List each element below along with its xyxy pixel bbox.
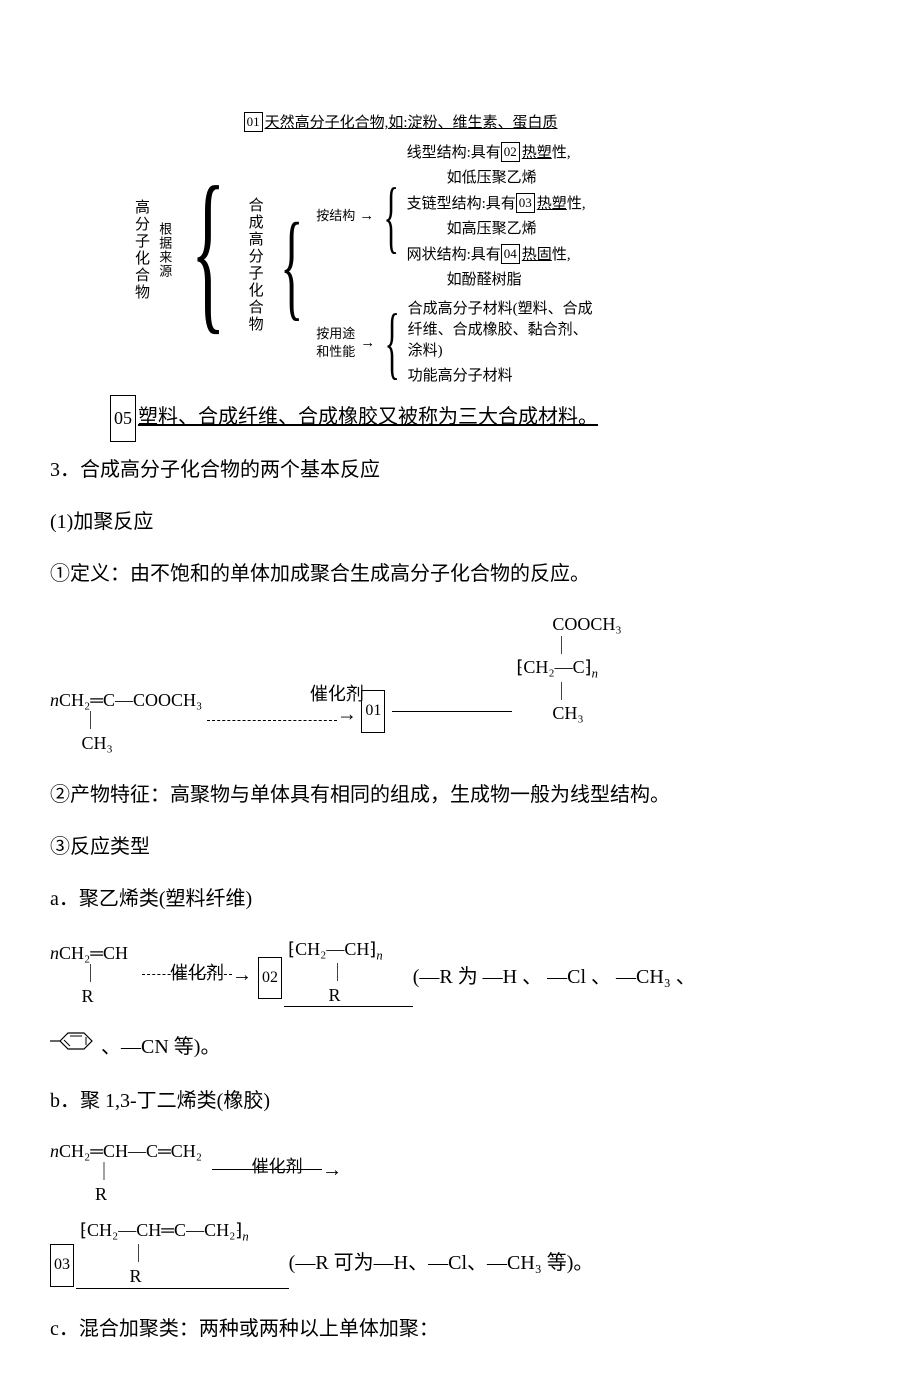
diag-by-struct-label: 按结构 <box>314 207 357 225</box>
reaction-b: nCH₂═CH—C═CH₂ ｜ R 催化剂 → 03 ⁅CH₂—CH═C—CH₂… <box>50 1141 870 1289</box>
diag-struct-2: 支链型结构:具有03热塑性, <box>407 193 586 215</box>
diag-struct-3-sub: 如酚醛树脂 <box>407 270 586 291</box>
type-a-cont: 、—CN 等)。 <box>50 1023 870 1072</box>
sec1-feat: ②产物特征：高聚物与单体具有相同的组成，生成物一般为线型结构。 <box>50 771 870 819</box>
blank-01 <box>392 711 512 712</box>
diag-by-use-label: 按用途和性能 <box>314 325 358 361</box>
reaction-a: nCH₂═CH ｜ R 催化剂 → 02 ⁅CH₂—CH⁆n ｜ R (—R 为… <box>50 939 870 1008</box>
classification-diagram: 高分子化合物 根据来源 { 01天然高分子化合物,如:淀粉、维生素、蛋白质 合成… <box>130 110 870 389</box>
sec1-types: ③反应类型 <box>50 823 870 871</box>
diag-struct-1-sub: 如低压聚乙烯 <box>407 168 586 189</box>
type-b-tail: (—R 可为—H、—Cl、—CH₃ 等)。 <box>289 1239 594 1289</box>
reaction-1: nnCH₂═C—COOCH₃CH₂═C—COOCH₃ ｜ CH₃ 催化剂 → 0… <box>50 614 870 755</box>
diag-struct-1: 线型结构:具有02热塑性, <box>407 142 586 164</box>
diag-use-2: 功能高分子材料 <box>408 366 598 387</box>
arrow-right-icon: → <box>360 333 375 354</box>
diag-root-label: 高分子化合物 <box>130 199 155 301</box>
diag-struct-2-sub: 如高压聚乙烯 <box>407 219 586 240</box>
heading-3: 3．合成高分子化合物的两个基本反应 <box>50 446 870 494</box>
sec1-def: ①定义：由不饱和的单体加成聚合生成高分子化合物的反应。 <box>50 550 870 598</box>
line-05: 05塑料、合成纤维、合成橡胶又被称为三大合成材料。 <box>110 393 870 442</box>
type-a: a．聚乙烯类(塑料纤维) <box>50 875 870 923</box>
arrow-right-icon: → <box>359 206 374 227</box>
diag-synth-label: 合成高分子化合物 <box>244 197 269 333</box>
diag-struct-3: 网状结构:具有04热固性, <box>407 244 586 266</box>
diag-natural-line: 01天然高分子化合物,如:淀粉、维生素、蛋白质 <box>244 112 745 134</box>
type-c: c．混合加聚类：两种或两种以上单体加聚： <box>50 1305 870 1353</box>
diag-branch-label: 根据来源 <box>155 222 173 278</box>
sec1-title: (1)加聚反应 <box>50 498 870 546</box>
type-a-tail: (—R 为 —H 、 —Cl 、 —CH₃ 、 <box>413 953 696 1007</box>
type-b: b．聚 1,3-丁二烯类(橡胶) <box>50 1077 870 1125</box>
diag-use-1: 合成高分子材料(塑料、合成纤维、合成橡胶、黏合剂、涂料) <box>408 299 598 362</box>
benzene-icon <box>50 1025 96 1073</box>
